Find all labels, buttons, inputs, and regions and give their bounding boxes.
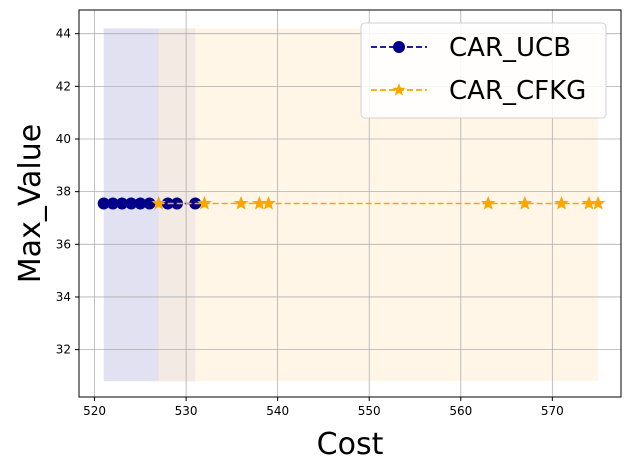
series-point-1-5 [480, 195, 496, 210]
y-tick-label-36: 36 [56, 237, 71, 251]
y-axis-label: Max_Value [13, 124, 48, 283]
y-tick-label-38: 38 [56, 185, 71, 199]
x-tick-label-570: 570 [541, 404, 564, 418]
legend-label-0: CAR_UCB [449, 33, 571, 63]
legend-marker-1 [392, 83, 406, 96]
y-tick-label-42: 42 [56, 79, 71, 93]
y-axis-ticks: 32 34 36 38 40 42 44 [56, 27, 79, 357]
series-point-0-5 [143, 197, 156, 210]
plot-frame [78, 9, 622, 398]
x-axis-ticks: 520 530 540 550 560 570 [83, 397, 564, 418]
legend-marker-0 [393, 41, 405, 53]
series-layer [97, 195, 606, 210]
series-point-1-1 [197, 195, 212, 210]
x-tick-label-540: 540 [266, 404, 289, 418]
x-tick-label-560: 560 [449, 404, 472, 418]
x-tick-label-550: 550 [358, 404, 381, 418]
y-tick-label-32: 32 [56, 343, 71, 357]
series-point-1-6 [517, 195, 533, 210]
x-tick-label-530: 530 [175, 404, 198, 418]
x-tick-label-520: 520 [83, 404, 106, 418]
series-point-1-2 [233, 195, 249, 210]
y-tick-label-40: 40 [56, 132, 71, 146]
x-axis-label: Cost [317, 427, 384, 462]
legend: CAR_UCB CAR_CFKG [360, 22, 607, 119]
legend-label-1: CAR_CFKG [449, 76, 586, 106]
y-tick-label-44: 44 [56, 27, 71, 41]
series-point-1-0 [151, 195, 166, 210]
series-point-1-9 [590, 195, 606, 210]
legend-box [360, 22, 607, 119]
y-tick-label-34: 34 [56, 290, 71, 304]
series-point-1-7 [554, 195, 569, 210]
series-point-1-4 [261, 195, 276, 210]
